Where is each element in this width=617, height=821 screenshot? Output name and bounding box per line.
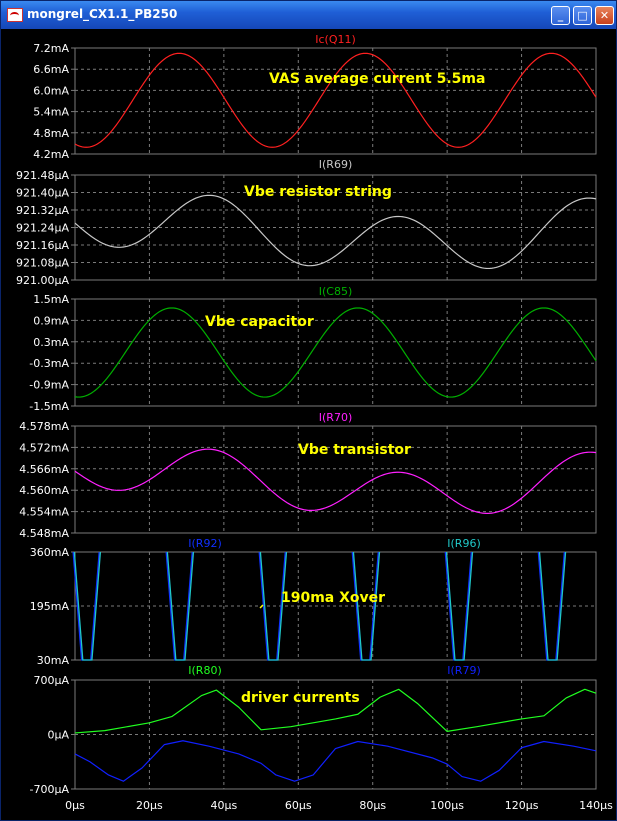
y-tick-label: 921.00µA [16,274,69,287]
y-tick-label: 7.2mA [33,42,69,55]
y-tick-label: 4.578mA [19,420,69,433]
y-tick-label: 4.548mA [19,527,69,540]
y-tick-label: 360mA [30,546,70,559]
trace-I(C85)[interactable] [74,307,597,398]
y-tick-label: 6.6mA [33,63,69,76]
pane-annotation: VAS average current 5.5ma [269,71,485,87]
cursor-mark [259,604,264,609]
y-tick-label: 0.3mA [33,336,69,349]
y-tick-label: 4.572mA [19,441,69,454]
title-bar[interactable]: mongrel_CX1.1_PB250 _ □ ✕ [1,1,616,29]
x-tick-label: 120µs [505,799,539,812]
trace-I(R96)-spike[interactable] [166,551,195,661]
ltspice-waveform-icon [7,8,23,22]
trace-I(R96)-spike[interactable] [538,551,567,661]
pane-frame [74,298,597,407]
series-label: Ic(Q11) [315,33,356,46]
trace-I(R92)-spike[interactable] [72,551,100,661]
trace-I(R96)-spike[interactable] [73,551,102,661]
trace-I(R69)[interactable] [74,194,597,270]
series-label: I(C85) [319,285,353,298]
series-label: I(R92) [188,537,221,550]
trace-I(R80)[interactable] [74,688,597,734]
trace-Ic(Q11)[interactable] [74,52,597,148]
trace-I(R70)[interactable] [74,448,597,514]
x-tick-label: 100µs [430,799,464,812]
y-tick-label: 4.554mA [19,506,69,519]
series-label: I(R80) [188,664,221,677]
y-tick-label: 921.32µA [16,204,69,217]
y-tick-label: 195mA [30,600,70,613]
pane-annotation: Vbe capacitor [205,314,314,330]
y-tick-label: 700µA [33,674,69,687]
waveform-plot-area[interactable]: 7.2mA 6.6mA 6.0mA 5.4mA 4.8mA 4.2mA Ic(Q11) VAS… [1,29,616,820]
y-tick-label: 0.9mA [33,314,69,327]
y-tick-label: 921.16µA [16,239,69,252]
y-tick-label: 4.566mA [19,463,69,476]
y-tick-label: 30mA [37,654,70,667]
trace-I(R92)-spike[interactable] [258,551,286,661]
x-tick-label: 0µs [65,799,85,812]
y-tick-label: -700µA [30,783,70,796]
trace-I(R92)-spike[interactable] [444,551,472,661]
y-tick-label: 5.4mA [33,106,69,119]
trace-I(R96)-spike[interactable] [352,551,381,661]
maximize-button[interactable]: □ [573,6,592,25]
window-title: mongrel_CX1.1_PB250 [27,7,178,21]
pane-annotation: 190ma Xover [281,590,385,606]
y-tick-label: 4.8mA [33,127,69,140]
x-tick-label: 40µs [210,799,237,812]
x-tick-label: 80µs [359,799,386,812]
y-tick-label: 921.48µA [16,169,69,182]
pane-annotation: Vbe transistor [298,442,411,458]
pane-frame [74,47,597,155]
y-tick-label: -1.5mA [29,400,69,413]
y-tick-label: 4.560mA [19,484,69,497]
minimize-button[interactable]: _ [551,6,570,25]
trace-I(R96)-spike[interactable] [445,551,474,661]
series-label: I(R96) [447,537,480,550]
y-tick-label: 921.24µA [16,222,69,235]
close-button[interactable]: ✕ [595,6,614,25]
y-tick-label: 1.5mA [33,293,69,306]
pane-frame [74,425,597,534]
y-tick-label: 6.0mA [33,84,69,97]
x-tick-label: 60µs [285,799,312,812]
y-tick-label: 0µA [47,729,69,742]
series-label: I(R69) [319,158,352,171]
y-tick-label: -0.3mA [29,357,69,370]
series-label: I(R70) [319,411,352,424]
x-tick-label: 140µs [579,799,613,812]
y-tick-label: 921.08µA [16,257,69,270]
y-tick-label: -0.9mA [29,379,69,392]
pane-annotation: Vbe resistor string [244,184,392,200]
y-tick-label: 921.40µA [16,187,69,200]
y-tick-label: 4.2mA [33,148,69,161]
pane-annotation: driver currents [241,690,360,706]
series-label: I(R79) [447,664,480,677]
x-tick-label: 20µs [136,799,163,812]
trace-I(R96)-spike[interactable] [259,551,288,661]
trace-I(R79)[interactable] [74,740,597,782]
